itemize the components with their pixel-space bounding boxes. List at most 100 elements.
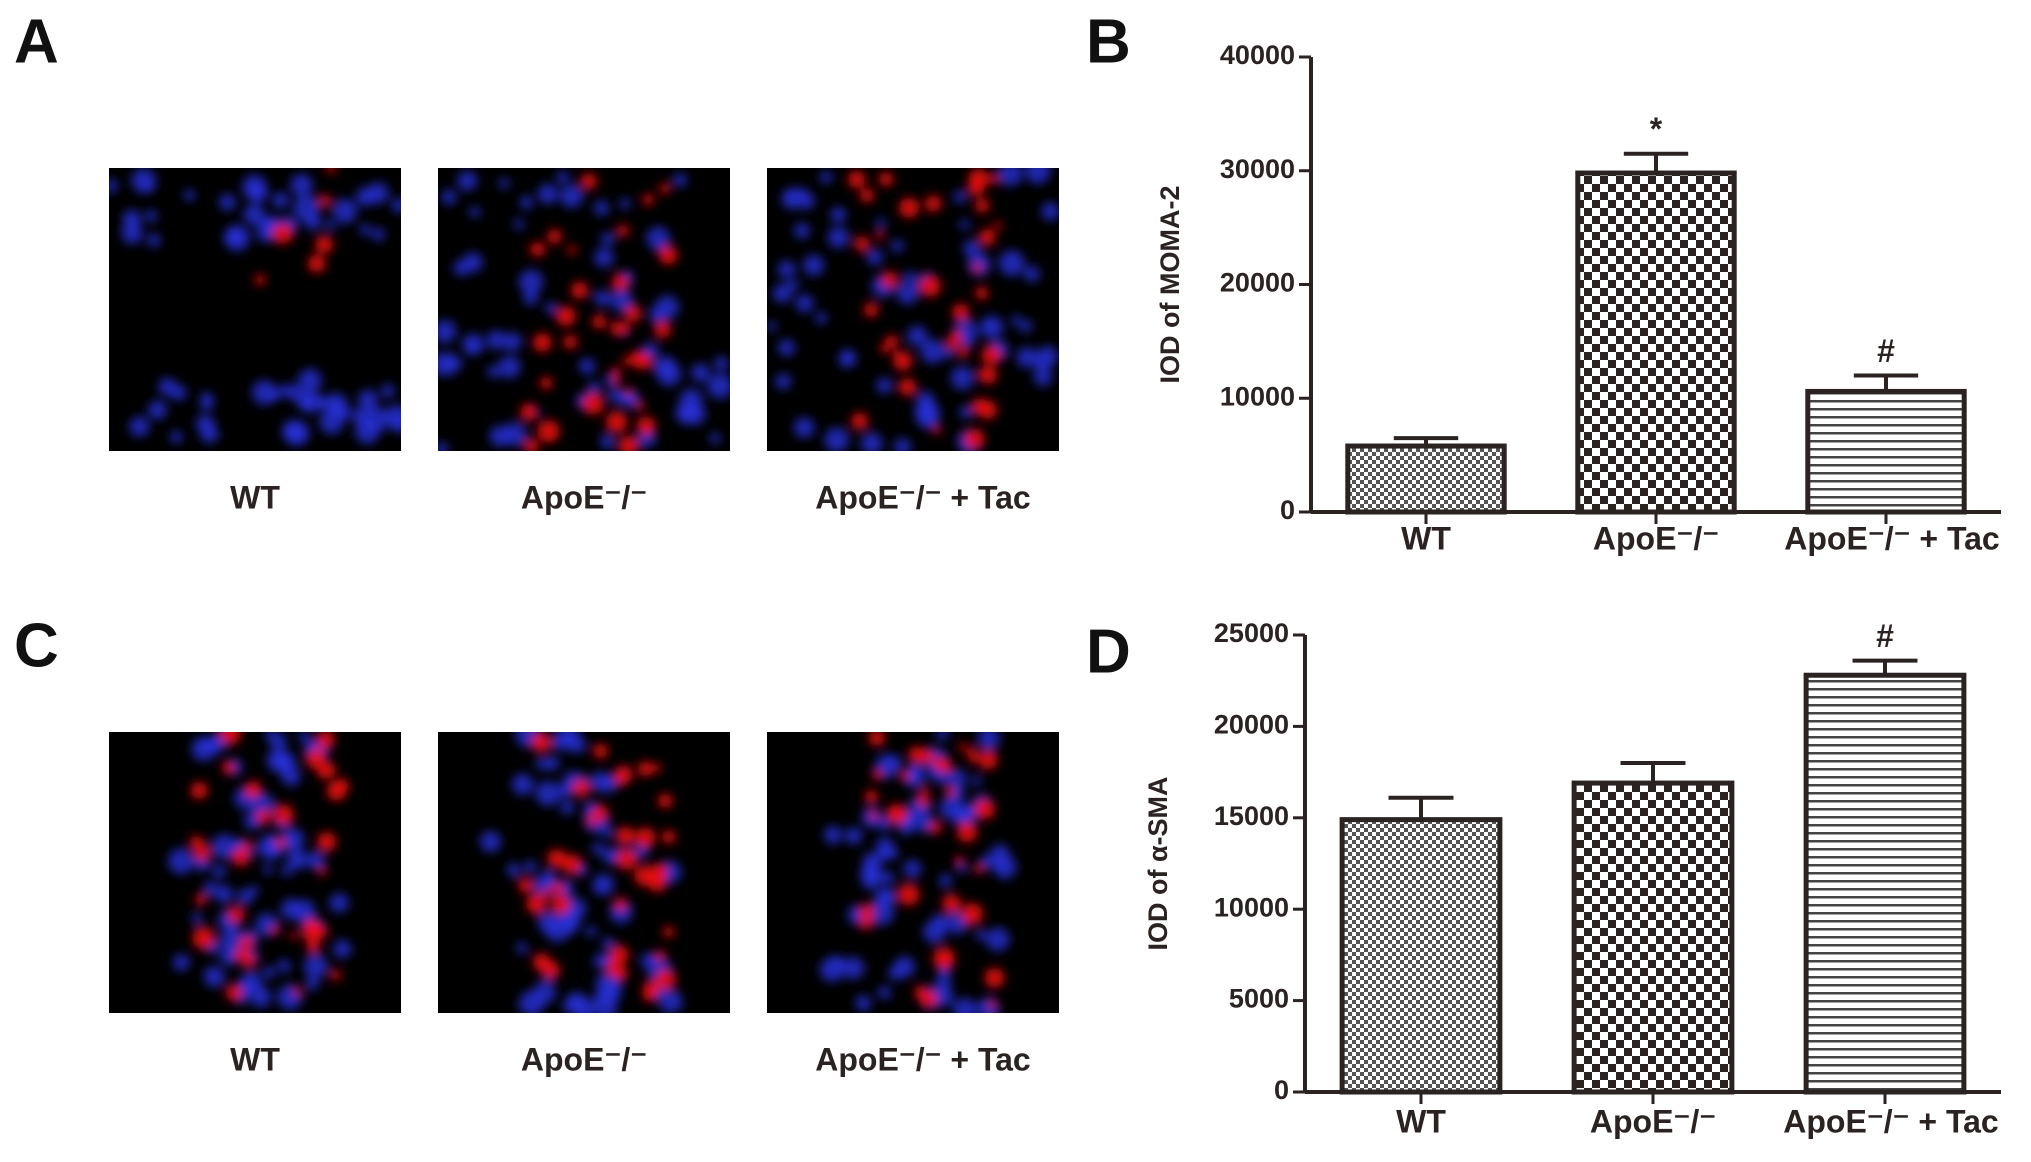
stain-dot [984,968,1005,988]
micrographs [109,168,1059,1013]
stain-dot [317,832,337,852]
stain-dot [976,997,1000,1013]
micrograph-stain [819,732,1017,1013]
bar [1345,443,1507,515]
micrograph [109,732,401,1013]
stain-dot [1041,202,1059,221]
stain-dot [642,193,655,206]
stain-dot [974,798,995,820]
stain-dot [605,411,628,433]
stain-dot [441,189,457,205]
stain-dot [580,173,597,190]
stain-dot [243,203,265,226]
stain-dot [648,873,667,892]
stain-dot [854,236,870,252]
stain-dot [654,950,666,961]
stain-dot [615,967,629,981]
stain-dot [975,286,989,300]
stain-dot [690,363,710,383]
stain-dot [993,855,1017,879]
stain-dot [145,209,158,223]
stain-dot [333,939,352,959]
stain-dot [819,170,833,184]
stain-dot [562,854,582,875]
stain-dot [600,434,615,450]
stain-dot [767,321,777,332]
stain-dot [881,271,899,289]
image-caption: ApoE⁻/⁻ [521,1041,647,1077]
stain-dot [893,438,912,451]
stain-dot [593,743,608,759]
stain-dot [516,942,528,954]
stain-dot [880,343,890,354]
significance-mark: * [1650,111,1663,147]
stain-dot [949,769,967,787]
stain-dot [961,902,983,925]
stain-dot [556,171,570,184]
stain-dot [928,820,942,834]
stain-dot [979,228,996,246]
stain-dot [250,792,275,817]
stain-dot [302,920,323,942]
stain-dot [537,420,560,443]
stain-dot [893,352,913,371]
stain-dot [848,170,866,189]
stain-dot [303,954,328,979]
y-tick-label: 20000 [1220,268,1295,298]
panel-label: C [14,611,59,680]
stain-dot [363,406,389,433]
stain-dot [332,198,358,224]
stain-dot [297,368,322,393]
stain-dot [643,980,660,997]
y-tick-label: 30000 [1220,154,1295,184]
stain-dot [866,249,884,266]
stain-dot [607,388,621,402]
stain-dot [220,928,245,953]
stain-dot [318,194,331,207]
stain-dot [307,851,326,870]
stain-dot [190,782,208,800]
stain-dot [567,245,577,255]
stain-dot [326,168,336,174]
stain-dot [572,778,591,797]
stain-dot [172,954,190,971]
stain-dot [601,846,620,865]
stain-dot [877,847,891,862]
stain-dot [391,197,401,213]
stain-dot [219,947,239,966]
stain-dot [547,229,562,244]
stain-dot [563,334,578,349]
stain-dot [329,893,349,913]
y-tick-label: 10000 [1220,381,1295,411]
stain-dot [609,945,629,965]
stain-dot [622,356,631,366]
stain-dot [953,190,967,204]
stain-dot [147,233,161,247]
stain-dot [777,260,796,279]
stain-dot [898,378,917,396]
stain-dot [498,355,521,379]
y-tick-label: 5000 [1229,984,1289,1014]
image-caption: WT [230,1041,280,1077]
stain-dot [330,969,342,981]
stain-dot [891,239,904,253]
stain-dot [247,183,268,203]
stain-dot [932,757,945,770]
stain-dot [531,242,546,257]
stain-dot [533,333,552,352]
stain-dot [980,315,1004,339]
stain-dot [533,981,556,1004]
stain-dot [859,915,874,930]
stain-dot [542,888,552,898]
stain-dot [851,412,868,430]
stain-dot [902,765,925,789]
stain-dot [985,927,1010,952]
stain-dot [971,775,982,787]
stain-dot [956,821,978,843]
stain-dot [827,226,850,249]
stain-dot [943,348,955,359]
stain-dot [506,863,521,878]
stain-dot [950,366,974,390]
significance-mark: # [1877,333,1895,369]
stain-dot [931,914,949,931]
